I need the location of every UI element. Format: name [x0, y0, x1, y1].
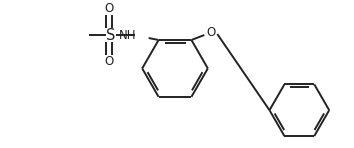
Text: S: S: [106, 28, 115, 42]
Text: O: O: [207, 26, 216, 38]
Text: NH: NH: [119, 29, 137, 42]
Text: O: O: [104, 2, 114, 15]
Text: O: O: [104, 55, 114, 68]
